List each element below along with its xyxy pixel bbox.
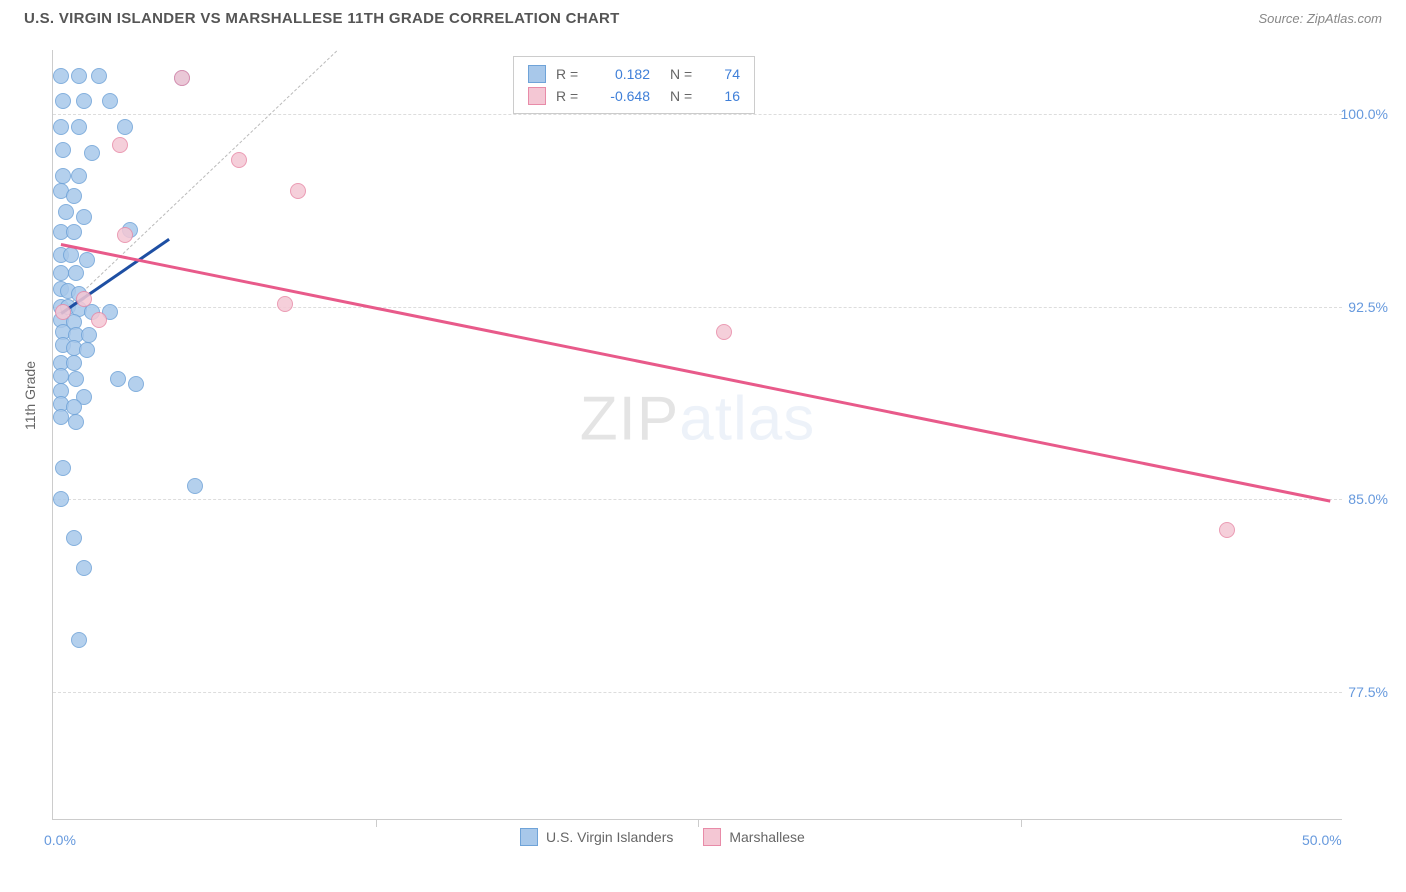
- swatch-series1: [528, 65, 546, 83]
- xtick-label: 50.0%: [1302, 832, 1342, 848]
- data-point: [128, 376, 144, 392]
- data-point: [76, 560, 92, 576]
- n-value-1: 74: [710, 66, 740, 82]
- xtick: [698, 819, 699, 827]
- watermark: ZIPatlas: [580, 384, 815, 455]
- swatch-legend-1: [520, 828, 538, 846]
- n-value-2: 16: [710, 88, 740, 104]
- r-label: R =: [556, 88, 584, 104]
- data-point: [76, 291, 92, 307]
- gridline: [53, 692, 1342, 693]
- data-point: [117, 227, 133, 243]
- swatch-legend-2: [703, 828, 721, 846]
- data-point: [55, 460, 71, 476]
- chart-title: U.S. VIRGIN ISLANDER VS MARSHALLESE 11TH…: [24, 10, 620, 27]
- data-point: [66, 530, 82, 546]
- trend-line: [60, 243, 1330, 502]
- swatch-series2: [528, 87, 546, 105]
- watermark-light: atlas: [679, 385, 815, 454]
- xtick: [376, 819, 377, 827]
- data-point: [277, 296, 293, 312]
- data-point: [53, 265, 69, 281]
- watermark-bold: ZIP: [580, 385, 679, 454]
- data-point: [71, 68, 87, 84]
- data-point: [53, 491, 69, 507]
- data-point: [91, 312, 107, 328]
- legend-label-1: U.S. Virgin Islanders: [546, 829, 673, 845]
- data-point: [63, 247, 79, 263]
- n-label: N =: [670, 66, 700, 82]
- data-point: [55, 142, 71, 158]
- ytick-label: 92.5%: [1348, 299, 1388, 315]
- xtick: [1021, 819, 1022, 827]
- legend-item-2: Marshallese: [703, 828, 804, 846]
- data-point: [79, 342, 95, 358]
- data-point: [71, 119, 87, 135]
- legend-label-2: Marshallese: [729, 829, 804, 845]
- data-point: [71, 632, 87, 648]
- data-point: [68, 371, 84, 387]
- data-point: [174, 70, 190, 86]
- ytick-label: 100.0%: [1341, 106, 1388, 122]
- r-value-1: 0.182: [594, 66, 650, 82]
- data-point: [66, 224, 82, 240]
- data-point: [66, 399, 82, 415]
- data-point: [81, 327, 97, 343]
- data-point: [68, 265, 84, 281]
- gridline: [53, 499, 1342, 500]
- chart-header: U.S. VIRGIN ISLANDER VS MARSHALLESE 11TH…: [0, 0, 1406, 35]
- data-point: [53, 409, 69, 425]
- data-point: [55, 168, 71, 184]
- data-point: [117, 119, 133, 135]
- series-legend: U.S. Virgin Islanders Marshallese: [520, 828, 805, 846]
- data-point: [91, 68, 107, 84]
- ytick-label: 85.0%: [1348, 491, 1388, 507]
- data-point: [1219, 522, 1235, 538]
- data-point: [76, 209, 92, 225]
- data-point: [112, 137, 128, 153]
- data-point: [53, 68, 69, 84]
- scatter-chart: ZIPatlas R = 0.182 N = 74 R = -0.648 N =…: [52, 50, 1342, 820]
- data-point: [53, 368, 69, 384]
- data-point: [66, 188, 82, 204]
- stats-row-series2: R = -0.648 N = 16: [528, 85, 740, 107]
- data-point: [53, 119, 69, 135]
- stats-row-series1: R = 0.182 N = 74: [528, 63, 740, 85]
- data-point: [58, 204, 74, 220]
- r-label: R =: [556, 66, 584, 82]
- stats-legend: R = 0.182 N = 74 R = -0.648 N = 16: [513, 56, 755, 114]
- data-point: [187, 478, 203, 494]
- data-point: [66, 355, 82, 371]
- data-point: [231, 152, 247, 168]
- data-point: [68, 414, 84, 430]
- data-point: [71, 168, 87, 184]
- r-value-2: -0.648: [594, 88, 650, 104]
- data-point: [55, 304, 71, 320]
- data-point: [716, 324, 732, 340]
- xtick-label: 0.0%: [44, 832, 76, 848]
- data-point: [55, 93, 71, 109]
- legend-item-1: U.S. Virgin Islanders: [520, 828, 673, 846]
- n-label: N =: [670, 88, 700, 104]
- source-credit: Source: ZipAtlas.com: [1258, 11, 1382, 26]
- data-point: [290, 183, 306, 199]
- gridline: [53, 307, 1342, 308]
- ytick-label: 77.5%: [1348, 684, 1388, 700]
- data-point: [76, 93, 92, 109]
- data-point: [110, 371, 126, 387]
- y-axis-label: 11th Grade: [22, 361, 38, 430]
- data-point: [84, 145, 100, 161]
- gridline: [53, 114, 1342, 115]
- data-point: [102, 93, 118, 109]
